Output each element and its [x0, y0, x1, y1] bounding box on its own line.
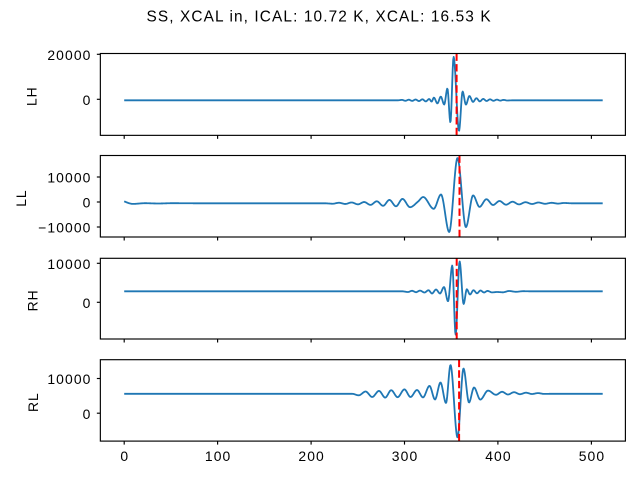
- svg-text:SS, XCAL in, ICAL: 10.72 K, XC: SS, XCAL in, ICAL: 10.72 K, XCAL: 16.53 …: [146, 8, 491, 25]
- svg-text:0: 0: [83, 406, 92, 422]
- svg-text:−10000: −10000: [38, 220, 91, 236]
- svg-text:10000: 10000: [47, 371, 91, 387]
- svg-text:400: 400: [485, 448, 511, 464]
- svg-text:10000: 10000: [47, 170, 91, 186]
- svg-text:200: 200: [298, 448, 324, 464]
- svg-text:LL: LL: [13, 189, 29, 206]
- svg-text:300: 300: [392, 448, 418, 464]
- svg-text:0: 0: [83, 195, 92, 211]
- svg-text:LH: LH: [24, 86, 40, 106]
- svg-text:100: 100: [205, 448, 231, 464]
- svg-text:0: 0: [83, 92, 92, 108]
- svg-text:20000: 20000: [47, 47, 91, 63]
- svg-text:0: 0: [83, 295, 92, 311]
- svg-text:500: 500: [579, 448, 605, 464]
- svg-text:10000: 10000: [47, 256, 91, 272]
- svg-text:0: 0: [120, 448, 129, 464]
- svg-text:RL: RL: [25, 392, 41, 412]
- svg-text:RH: RH: [25, 289, 41, 311]
